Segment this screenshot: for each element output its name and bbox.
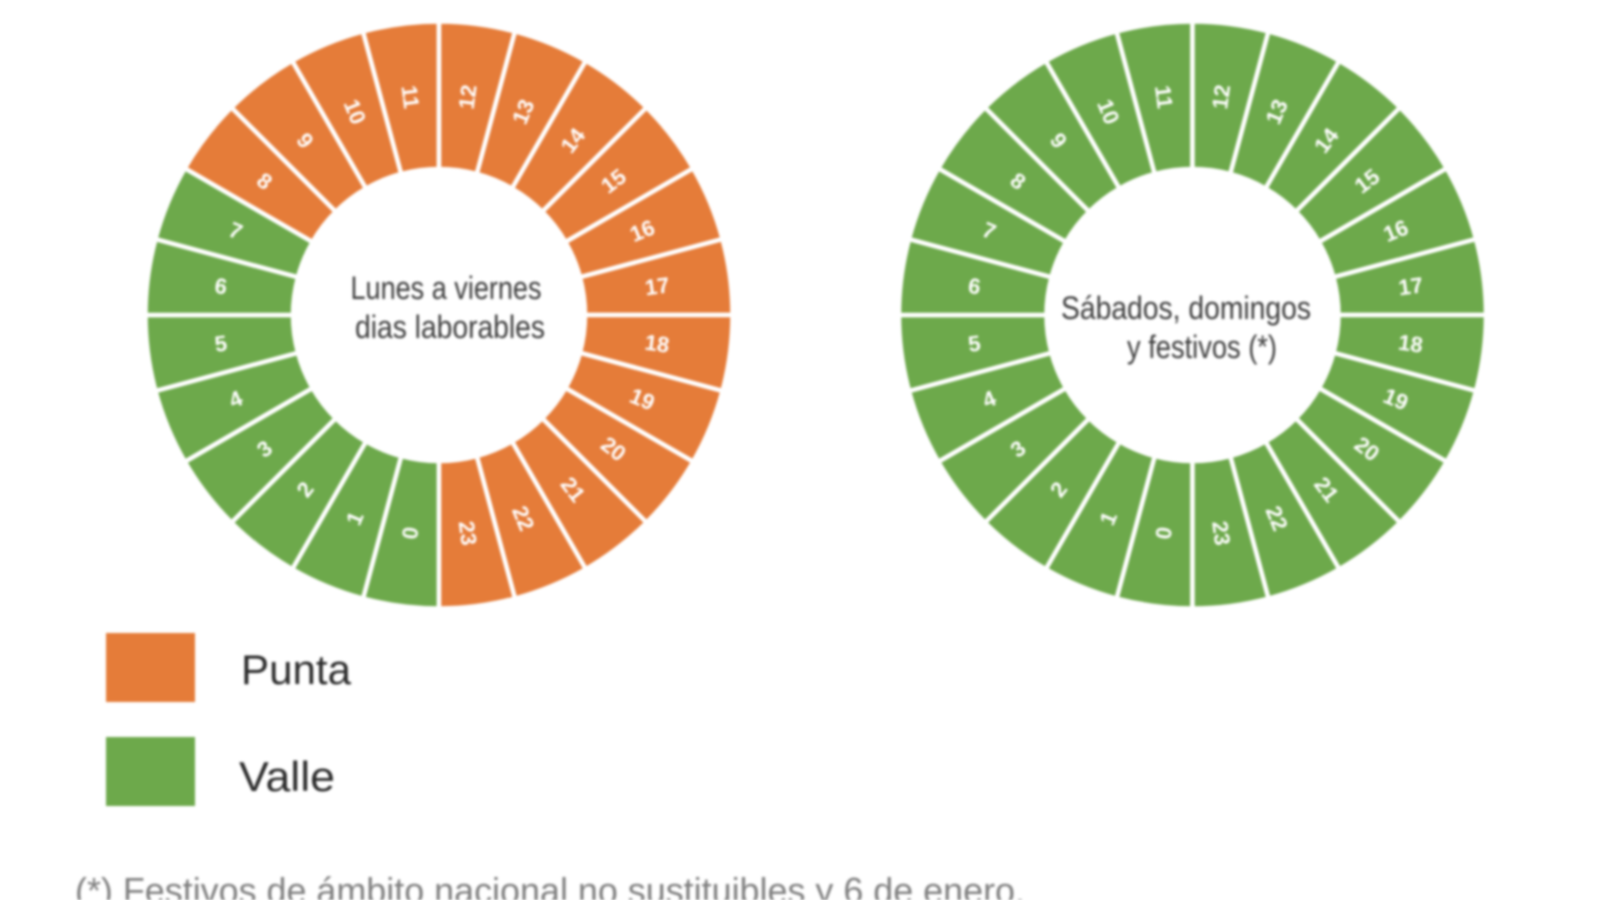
svg-text:17: 17 (643, 272, 671, 300)
svg-text:5: 5 (213, 331, 228, 357)
svg-text:23: 23 (1207, 519, 1235, 547)
svg-text:23: 23 (454, 519, 482, 547)
svg-text:Valle: Valle (239, 753, 335, 800)
svg-text:18: 18 (643, 330, 671, 358)
svg-text:Lunes a viernes: Lunes a viernes (351, 270, 542, 306)
svg-text:18: 18 (1397, 330, 1425, 358)
svg-text:6: 6 (967, 273, 982, 299)
svg-text:(*) Festivos de ámbito naciona: (*) Festivos de ámbito nacional no susti… (75, 870, 1025, 900)
svg-text:y festivos (*): y festivos (*) (1127, 329, 1277, 365)
svg-text:Sábados, domingos: Sábados, domingos (1061, 290, 1311, 326)
svg-text:6: 6 (213, 273, 228, 299)
svg-text:0: 0 (1151, 525, 1177, 540)
svg-text:5: 5 (967, 331, 982, 357)
svg-text:17: 17 (1397, 272, 1425, 300)
svg-text:11: 11 (396, 84, 424, 110)
svg-text:12: 12 (1207, 83, 1235, 111)
svg-text:dias laborables: dias laborables (355, 309, 545, 345)
svg-text:11: 11 (1150, 84, 1178, 110)
svg-text:Punta: Punta (241, 646, 352, 693)
svg-text:12: 12 (454, 83, 482, 111)
svg-text:0: 0 (397, 525, 423, 540)
